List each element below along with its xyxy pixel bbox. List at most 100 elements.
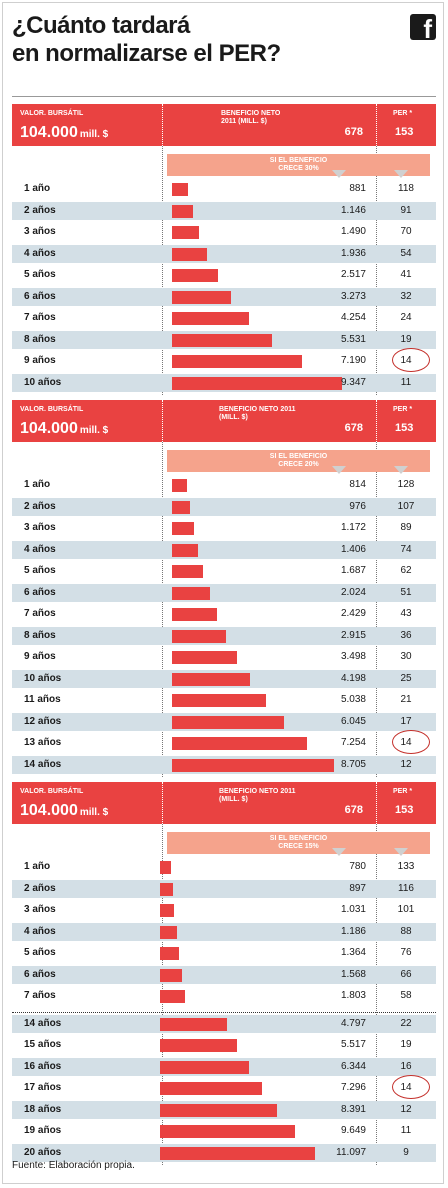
row-year-label: 1 año — [24, 479, 51, 490]
row-benefit-value: 1.687 — [340, 565, 366, 576]
benefit-bar — [172, 183, 188, 196]
table-row: 2 años 976 107 — [12, 497, 436, 516]
row-year-label: 9 años — [24, 651, 56, 662]
row-year-label: 7 años — [24, 990, 56, 1001]
row-per-value: 24 — [400, 312, 412, 323]
row-per-value: 9 — [403, 1146, 409, 1158]
row-per-value: 51 — [400, 586, 412, 598]
table-row: 3 años 1.490 70 — [12, 223, 436, 241]
table-row: 14 años 4.797 22 — [12, 1014, 436, 1033]
row-year-label: 3 años — [24, 226, 56, 237]
row-benefit-value: 7.296 — [340, 1082, 366, 1093]
benefit-bar — [172, 715, 285, 729]
row-year-label: 19 años — [24, 1125, 62, 1136]
row-year-label: 2 años — [24, 500, 56, 512]
benefit-label-line: (MILL. $) — [219, 414, 248, 421]
row-per-value: 12 — [400, 758, 412, 770]
column-divider-left — [162, 146, 163, 395]
row-benefit-value: 2.517 — [340, 269, 366, 280]
row-benefit-value: 7.190 — [340, 355, 366, 366]
row-benefit-value: 1.936 — [340, 247, 366, 259]
market-cap-value-wrap: 104.000 mill. $ — [20, 420, 108, 438]
per-cell: PER * 153 — [376, 400, 437, 442]
chart-section-2: VALOR. BURSÁTIL 104.000 mill. $ BENEFICIO N… — [12, 400, 436, 781]
row-year-label: 17 años — [24, 1082, 62, 1093]
table-row: 10 años 4.198 25 — [12, 669, 436, 688]
benefit-cell: BENEFICIO NETO 2011 (MILL. $) 678 — [162, 104, 377, 146]
row-year-label: 14 años — [24, 758, 62, 770]
growth-banner: SI EL BENEFICIO CRECE 15% — [167, 832, 430, 854]
row-benefit-value: 2.915 — [340, 629, 366, 641]
market-cap-cell: VALOR. BURSÁTIL 104.000 mill. $ — [12, 104, 162, 146]
row-per-value: 76 — [400, 947, 412, 958]
row-per-value: 91 — [400, 204, 412, 216]
column-divider-right — [376, 146, 377, 395]
benefit-bar — [172, 333, 273, 347]
table-row: 8 años 5.531 19 — [12, 330, 436, 349]
table-row: 1 año 814 128 — [12, 476, 436, 494]
market-cap-value: 104.000 — [20, 802, 78, 819]
benefit-bar — [160, 1103, 278, 1117]
table-row: 9 años 3.498 30 — [12, 648, 436, 666]
table-row: 7 años 2.429 43 — [12, 605, 436, 623]
row-benefit-value: 9.347 — [340, 376, 366, 388]
row-benefit-value: 881 — [349, 183, 366, 194]
page-title: ¿Cuánto tardará en normalizarse el PER? — [12, 12, 281, 68]
benefit-label-line: (MILL. $) — [219, 796, 248, 803]
benefit-bar — [172, 737, 307, 750]
row-per-value: 118 — [398, 183, 414, 194]
top-rule — [12, 96, 436, 97]
row-benefit-value: 780 — [349, 861, 366, 872]
table-row: 3 años 1.031 101 — [12, 901, 436, 919]
row-per-value: 66 — [400, 968, 412, 980]
row-year-label: 11 años — [24, 694, 61, 705]
market-cap-value: 104.000 — [20, 124, 78, 141]
arrow-down-icon — [332, 848, 346, 856]
source-note: Fuente: Elaboración propia. — [12, 1160, 135, 1171]
row-year-label: 7 años — [24, 312, 56, 323]
row-per-value: 74 — [400, 543, 412, 555]
table-row: 19 años 9.649 11 — [12, 1122, 436, 1140]
row-year-label: 5 años — [24, 269, 56, 280]
benefit-label: BENEFICIO NETO 2011 (MILL. $) — [219, 788, 296, 804]
row-benefit-value: 976 — [349, 500, 366, 512]
per-cell: PER * 153 — [376, 104, 437, 146]
section-header: VALOR. BURSÁTIL 104.000 mill. $ BENEFICIO N… — [12, 104, 436, 146]
row-year-label: 6 años — [24, 290, 56, 302]
table-row: 6 años 1.568 66 — [12, 965, 436, 984]
benefit-bar — [172, 608, 218, 621]
row-per-value: 12 — [400, 1103, 412, 1115]
facebook-icon[interactable]: f — [410, 14, 436, 42]
growth-banner-line: SI EL BENEFICIO — [269, 835, 328, 842]
table-row: 5 años 2.517 41 — [12, 266, 436, 284]
row-benefit-value: 1.364 — [340, 947, 366, 958]
benefit-bar — [172, 586, 210, 600]
table-row: 7 años 1.803 58 — [12, 987, 436, 1005]
benefit-bar — [172, 629, 227, 643]
row-per-value: 54 — [400, 247, 412, 259]
row-benefit-value: 5.517 — [340, 1039, 366, 1050]
row-per-value: 19 — [400, 1039, 412, 1050]
per-label: PER * — [393, 110, 413, 117]
row-per-value: 89 — [400, 522, 412, 533]
table-row: 4 años 1.936 54 — [12, 244, 436, 263]
column-divider-right — [376, 442, 377, 777]
growth-banner: SI EL BENEFICIO CRECE 30% — [167, 154, 430, 176]
table-row: 12 años 6.045 17 — [12, 712, 436, 731]
table-row: 7 años 4.254 24 — [12, 309, 436, 327]
row-per-value: 107 — [397, 500, 415, 512]
row-per-value: 128 — [397, 479, 415, 490]
row-benefit-value: 3.273 — [340, 290, 366, 302]
table-row: 1 año 881 118 — [12, 180, 436, 198]
per-value: 153 — [395, 804, 414, 816]
benefit-bar — [160, 904, 175, 917]
row-per-value: 11 — [400, 376, 412, 388]
benefit-label: BENEFICIO NETO 2011 (MILL. $) — [221, 110, 280, 126]
row-year-label: 9 años — [24, 355, 56, 366]
row-year-label: 18 años — [24, 1103, 62, 1115]
row-year-label: 16 años — [24, 1060, 62, 1072]
section-header: VALOR. BURSÁTIL 104.000 mill. $ BENEFICIO N… — [12, 782, 436, 824]
benefit-bar — [172, 204, 193, 218]
row-benefit-value: 4.254 — [340, 312, 366, 323]
market-cap-unit: mill. $ — [79, 807, 109, 818]
